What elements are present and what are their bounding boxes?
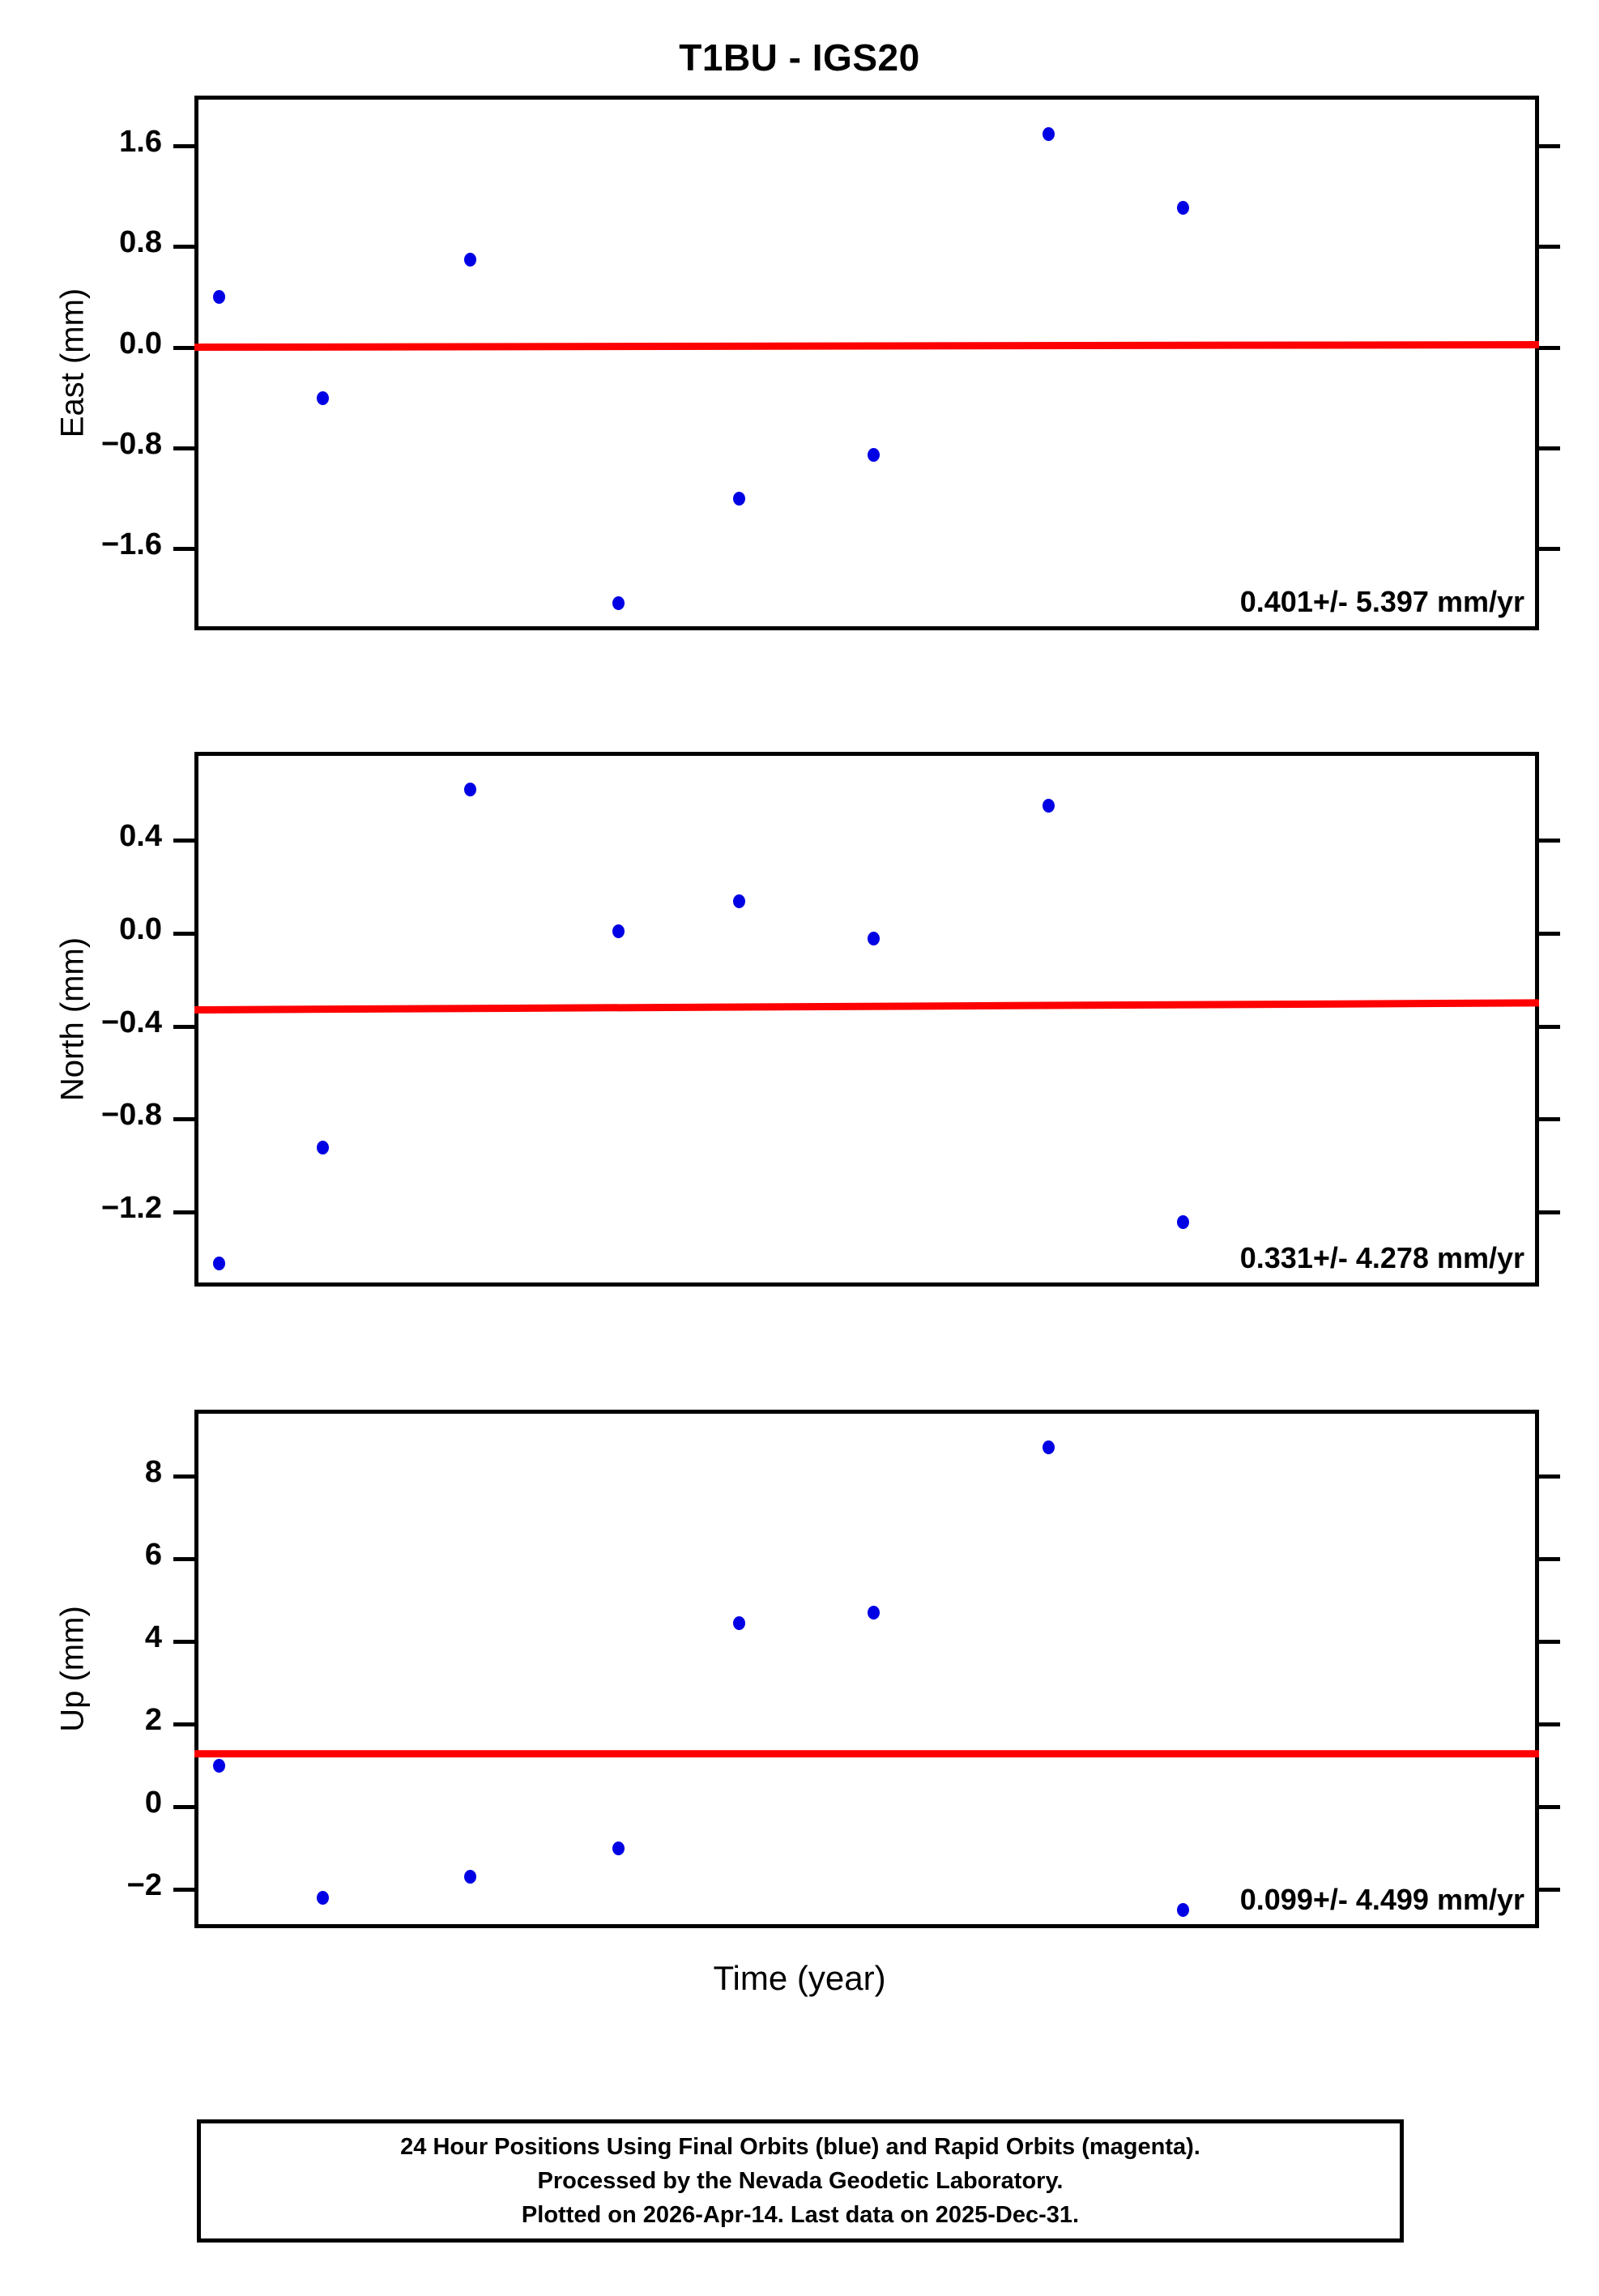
panel-north: North (mm) 0.331+/- 4.278 mm/yr 0.4 0.0 −0… bbox=[55, 752, 1560, 1287]
data-point bbox=[316, 1890, 329, 1905]
trend-line bbox=[194, 999, 1539, 1014]
y-axis-tick-label: 0.8 bbox=[119, 225, 162, 260]
data-point bbox=[212, 290, 225, 305]
caption-line-3: Plotted on 2026-Apr-14. Last data on 202… bbox=[521, 2202, 1080, 2229]
panel-east-ylabel: East (mm) bbox=[54, 288, 91, 438]
y-axis-tick bbox=[173, 1639, 194, 1644]
y-axis-tick bbox=[173, 1024, 194, 1029]
y-axis-tick bbox=[173, 547, 194, 552]
y-axis-tick-label: −1.2 bbox=[100, 1191, 162, 1226]
panel-north-plot-area bbox=[194, 752, 1539, 1287]
caption-box: 24 Hour Positions Using Final Orbits (bl… bbox=[197, 2119, 1404, 2243]
data-point bbox=[212, 1257, 225, 1271]
data-point bbox=[868, 1605, 881, 1620]
y-axis-tick-label: 8 bbox=[144, 1454, 162, 1489]
y-axis-tick bbox=[173, 1556, 194, 1561]
y-axis-tick-label: 4 bbox=[144, 1620, 162, 1654]
panel-north-rate-annotation: 0.331+/- 4.278 mm/yr bbox=[1239, 1241, 1524, 1274]
panel-up-plot-area bbox=[194, 1410, 1539, 1928]
y-axis-tick-label: 0.0 bbox=[119, 911, 162, 946]
y-axis-tick-label: 1.6 bbox=[119, 125, 162, 160]
panel-east-plot-area bbox=[194, 96, 1539, 630]
data-point bbox=[733, 1615, 746, 1630]
y-axis-tick bbox=[173, 1210, 194, 1215]
y-axis-tick-right bbox=[1539, 345, 1560, 350]
data-point bbox=[464, 782, 477, 796]
data-point bbox=[868, 931, 881, 945]
data-point bbox=[612, 924, 625, 938]
y-axis-tick bbox=[173, 1117, 194, 1122]
data-point bbox=[1177, 1214, 1190, 1229]
y-axis-tick bbox=[173, 1887, 194, 1892]
trend-line bbox=[194, 340, 1539, 352]
data-point bbox=[1177, 1903, 1190, 1918]
y-axis-tick-label: 0.0 bbox=[119, 326, 162, 361]
y-axis-tick bbox=[173, 446, 194, 450]
data-point bbox=[464, 1870, 477, 1884]
panel-up-rate-annotation: 0.099+/- 4.499 mm/yr bbox=[1239, 1883, 1524, 1916]
y-axis-tick-right bbox=[1539, 144, 1560, 149]
y-axis-tick-label: −0.8 bbox=[100, 1098, 162, 1133]
data-point bbox=[464, 252, 477, 267]
y-axis-tick-label: 0.4 bbox=[119, 819, 162, 854]
panel-east-frame bbox=[194, 96, 1539, 630]
x-axis-label: Time (year) bbox=[713, 1959, 886, 1997]
trend-line bbox=[194, 1750, 1539, 1758]
data-point bbox=[868, 447, 881, 462]
data-point bbox=[1177, 201, 1190, 216]
y-axis-tick-right bbox=[1539, 1210, 1560, 1215]
y-axis-tick-right bbox=[1539, 1639, 1560, 1644]
y-axis-tick-right bbox=[1539, 1024, 1560, 1029]
panel-north-frame bbox=[194, 752, 1539, 1287]
y-axis-tick bbox=[173, 144, 194, 149]
panel-east: East (mm) 0.401+/- 5.397 mm/yr 1.6 0.8 0.0… bbox=[55, 96, 1560, 630]
y-axis-tick-label: 0 bbox=[144, 1785, 162, 1820]
data-point bbox=[1043, 799, 1055, 813]
y-axis-tick-right bbox=[1539, 547, 1560, 552]
y-axis-tick-right bbox=[1539, 1117, 1560, 1122]
data-point bbox=[612, 1841, 625, 1855]
caption-line-1: 24 Hour Positions Using Final Orbits (bl… bbox=[400, 2133, 1200, 2160]
y-axis-tick-label: −0.8 bbox=[100, 426, 162, 461]
y-axis-tick bbox=[173, 839, 194, 843]
y-axis-tick-label: −1.6 bbox=[100, 527, 162, 562]
y-axis-tick bbox=[173, 1474, 194, 1479]
data-point bbox=[212, 1758, 225, 1773]
y-axis-tick-label: −0.4 bbox=[100, 1005, 162, 1039]
y-axis-tick-right bbox=[1539, 1887, 1560, 1892]
y-axis-tick bbox=[173, 1722, 194, 1726]
data-point bbox=[733, 491, 746, 506]
data-point bbox=[1043, 1440, 1055, 1454]
y-axis-tick bbox=[173, 345, 194, 350]
y-axis-tick-right bbox=[1539, 931, 1560, 936]
y-axis-tick-right bbox=[1539, 1722, 1560, 1726]
page-title: T1BU - IGS20 bbox=[679, 36, 920, 79]
data-point bbox=[1043, 126, 1055, 141]
panel-up: Up (mm) 0.099+/- 4.499 mm/yr 8 6 4 2 0 −2 bbox=[55, 1410, 1560, 1928]
y-axis-tick-label: 2 bbox=[144, 1702, 162, 1737]
panel-east-rate-annotation: 0.401+/- 5.397 mm/yr bbox=[1239, 585, 1524, 618]
y-axis-tick-label: −2 bbox=[126, 1867, 162, 1902]
y-axis-tick-right bbox=[1539, 1474, 1560, 1479]
panel-up-frame bbox=[194, 1410, 1539, 1928]
y-axis-tick-right bbox=[1539, 1556, 1560, 1561]
y-axis-tick-right bbox=[1539, 245, 1560, 250]
y-axis-tick bbox=[173, 245, 194, 250]
data-point bbox=[316, 1140, 329, 1154]
y-axis-tick bbox=[173, 1804, 194, 1809]
data-point bbox=[316, 390, 329, 405]
y-axis-tick-right bbox=[1539, 1804, 1560, 1809]
y-axis-tick-label: 6 bbox=[144, 1537, 162, 1572]
y-axis-tick-right bbox=[1539, 446, 1560, 450]
y-axis-tick-right bbox=[1539, 839, 1560, 843]
data-point bbox=[733, 894, 746, 908]
data-point bbox=[612, 595, 625, 610]
y-axis-tick bbox=[173, 931, 194, 936]
caption-line-2: Processed by the Nevada Geodetic Laborat… bbox=[537, 2167, 1064, 2194]
